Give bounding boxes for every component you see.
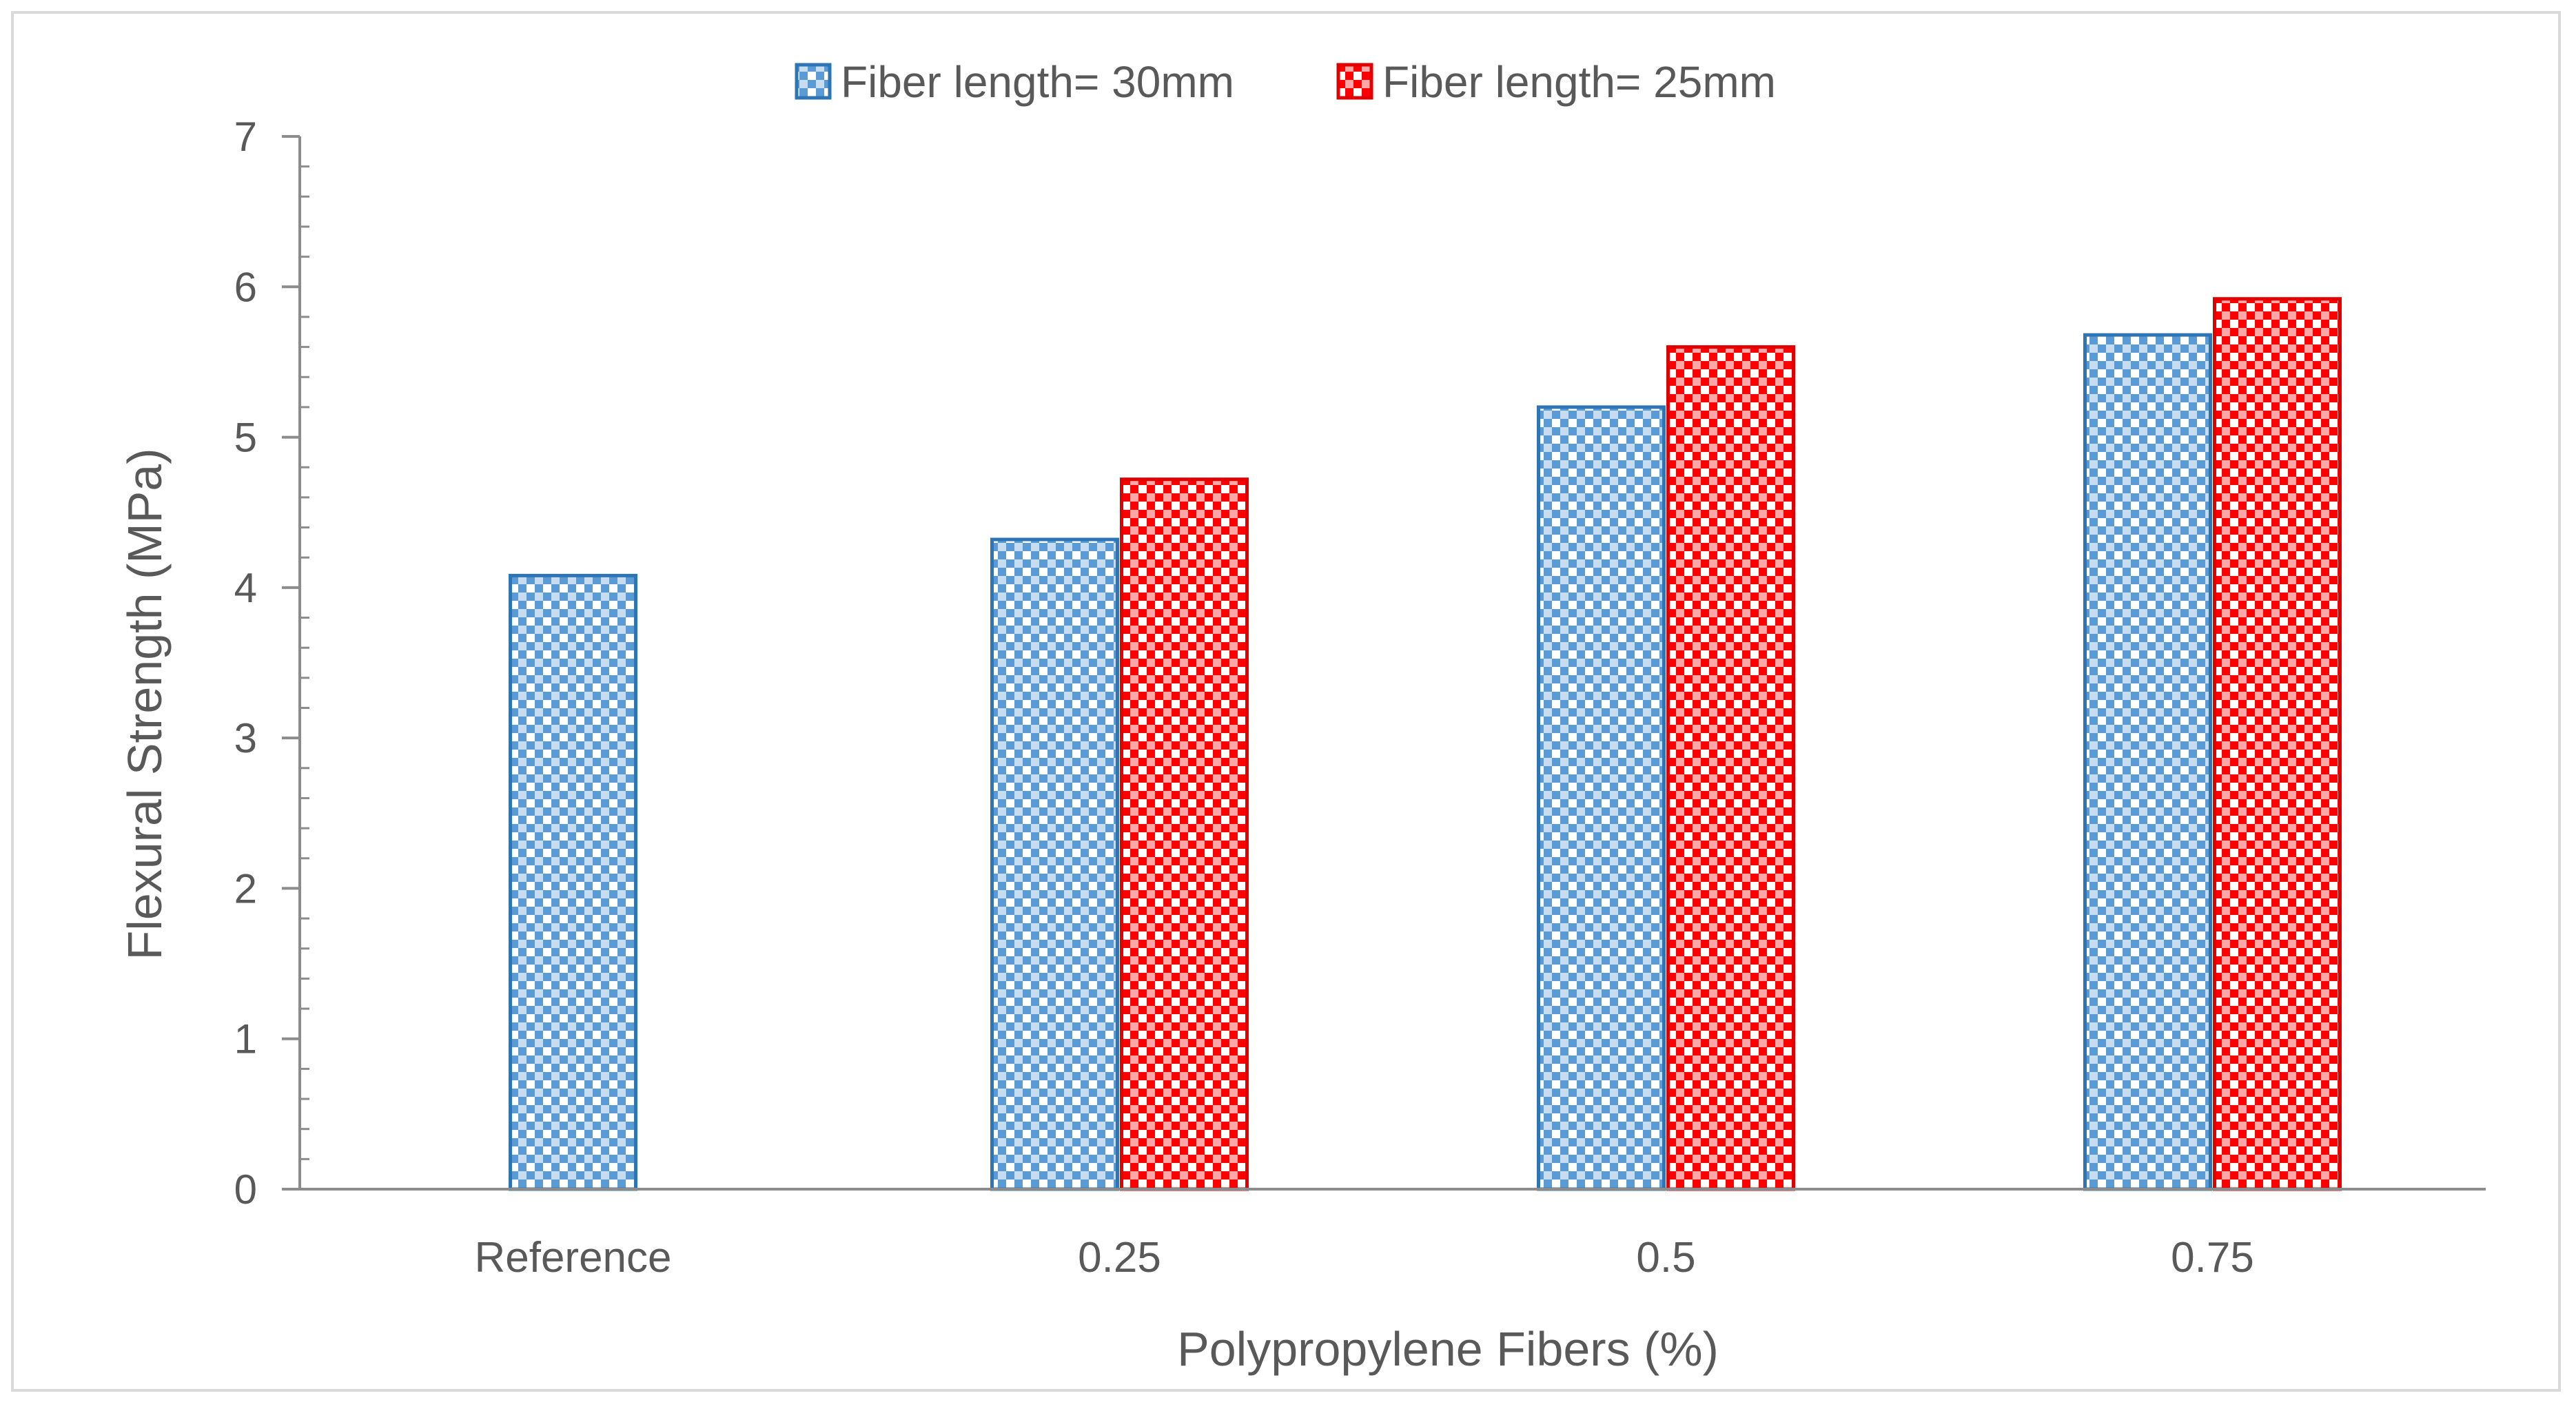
bars <box>509 297 2342 1191</box>
labels: 0 1 2 3 4 5 6 7 Reference 0.25 0.5 0.75 Polypropylen… <box>118 114 2254 1376</box>
y-tick-label: 7 <box>234 114 257 160</box>
y-tick-label: 5 <box>234 415 257 461</box>
y-tick-label: 1 <box>234 1016 257 1062</box>
bar-fiber-length-30mm-0-75 <box>2083 333 2212 1191</box>
y-axis-title: Flexural Strength (MPa) <box>118 448 172 960</box>
y-tick-label: 2 <box>234 865 257 912</box>
y-tick-label: 0 <box>234 1166 257 1213</box>
legend-label-fiber-length-25mm: Fiber length= 25mm <box>1382 57 1776 107</box>
bar-fiber-length-30mm-reference <box>509 573 637 1191</box>
legend-label-fiber-length-30mm: Fiber length= 30mm <box>841 57 1234 107</box>
legend-swatch-fiber-length-30mm <box>795 63 832 100</box>
x-category-label: 0.25 <box>1078 1234 1161 1281</box>
legend-swatch-fiber-length-25mm <box>1336 63 1373 100</box>
y-tick-label: 4 <box>234 565 257 611</box>
legend: Fiber length= 30mm Fiber length= 25mm <box>795 57 1776 107</box>
x-axis-title: Polypropylene Fibers (%) <box>1177 1322 1719 1376</box>
bar-chart: Fiber length= 30mm Fiber length= 25mm 0 1 2… <box>118 57 2486 1376</box>
x-category-label: 0.75 <box>2171 1234 2254 1281</box>
x-category-label: Reference <box>474 1234 671 1281</box>
x-category-label: 0.5 <box>1636 1234 1695 1281</box>
y-tick-label: 3 <box>234 715 257 761</box>
bar-fiber-length-25mm-0-25 <box>1120 477 1249 1191</box>
y-tick-label: 6 <box>234 264 257 310</box>
chart-frame: Fiber length= 30mm Fiber length= 25mm 0 1 2… <box>11 11 2561 1392</box>
bar-fiber-length-30mm-0-25 <box>990 537 1119 1191</box>
bar-fiber-length-25mm-0-5 <box>1666 345 1795 1191</box>
bar-fiber-length-30mm-0-5 <box>1537 405 1666 1191</box>
bar-fiber-length-25mm-0-75 <box>2213 297 2342 1191</box>
axes <box>282 135 2486 1191</box>
